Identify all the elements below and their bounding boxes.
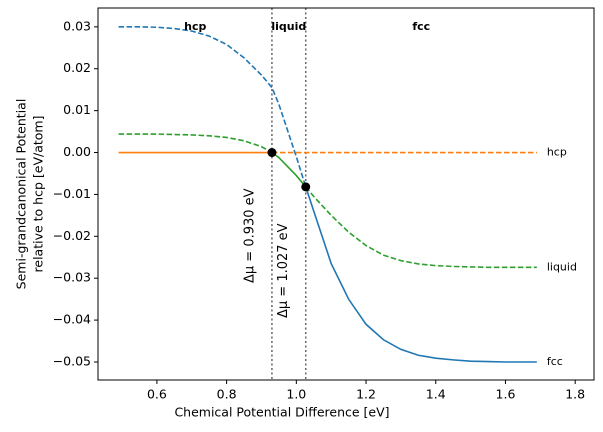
y-tick-label: −0.04	[53, 312, 91, 327]
phase-region-label: hcp	[184, 20, 206, 33]
x-tick-label: 1.4	[426, 387, 446, 402]
phase-region-label: fcc	[412, 20, 430, 33]
plot-frame	[97, 7, 595, 381]
y-tick-label: 0.03	[63, 18, 91, 33]
series-end-label: liquid	[547, 260, 577, 273]
metastable-line	[118, 26, 307, 188]
y-tick-label: 0.00	[63, 144, 91, 159]
x-tick-label: 1.2	[356, 387, 376, 402]
series-end-label: hcp	[547, 146, 567, 159]
stable-line	[304, 186, 537, 363]
y-tick-label: 0.02	[63, 60, 91, 75]
x-tick-label: 0.6	[147, 387, 167, 402]
transition-point	[301, 182, 311, 192]
transition-annotation: Δμ = 0.930 eV	[242, 188, 257, 283]
y-tick-label: −0.02	[53, 228, 91, 243]
series-end-label: fcc	[547, 355, 563, 368]
x-tick-label: 1.0	[286, 387, 306, 402]
y-tick-label: −0.05	[53, 353, 91, 368]
x-tick-label: 1.8	[565, 387, 585, 402]
metastable-line	[305, 186, 537, 269]
y-tick-label: −0.01	[53, 186, 91, 201]
y-axis-label: Semi-grandcanonical Potential	[14, 99, 29, 290]
y-tick-label: −0.03	[53, 270, 91, 285]
metastable-line	[118, 133, 273, 154]
y-tick-label: 0.01	[63, 102, 91, 117]
x-axis-label: Chemical Potential Difference [eV]	[174, 405, 389, 420]
transition-annotation: Δμ = 1.027 eV	[276, 223, 291, 318]
phase-region-label: liquid	[271, 20, 306, 33]
x-tick-label: 0.8	[217, 387, 237, 402]
y-axis-label: relative to hcp [eV/atom]	[31, 116, 46, 273]
transition-point	[267, 148, 277, 158]
x-tick-label: 1.6	[496, 387, 516, 402]
